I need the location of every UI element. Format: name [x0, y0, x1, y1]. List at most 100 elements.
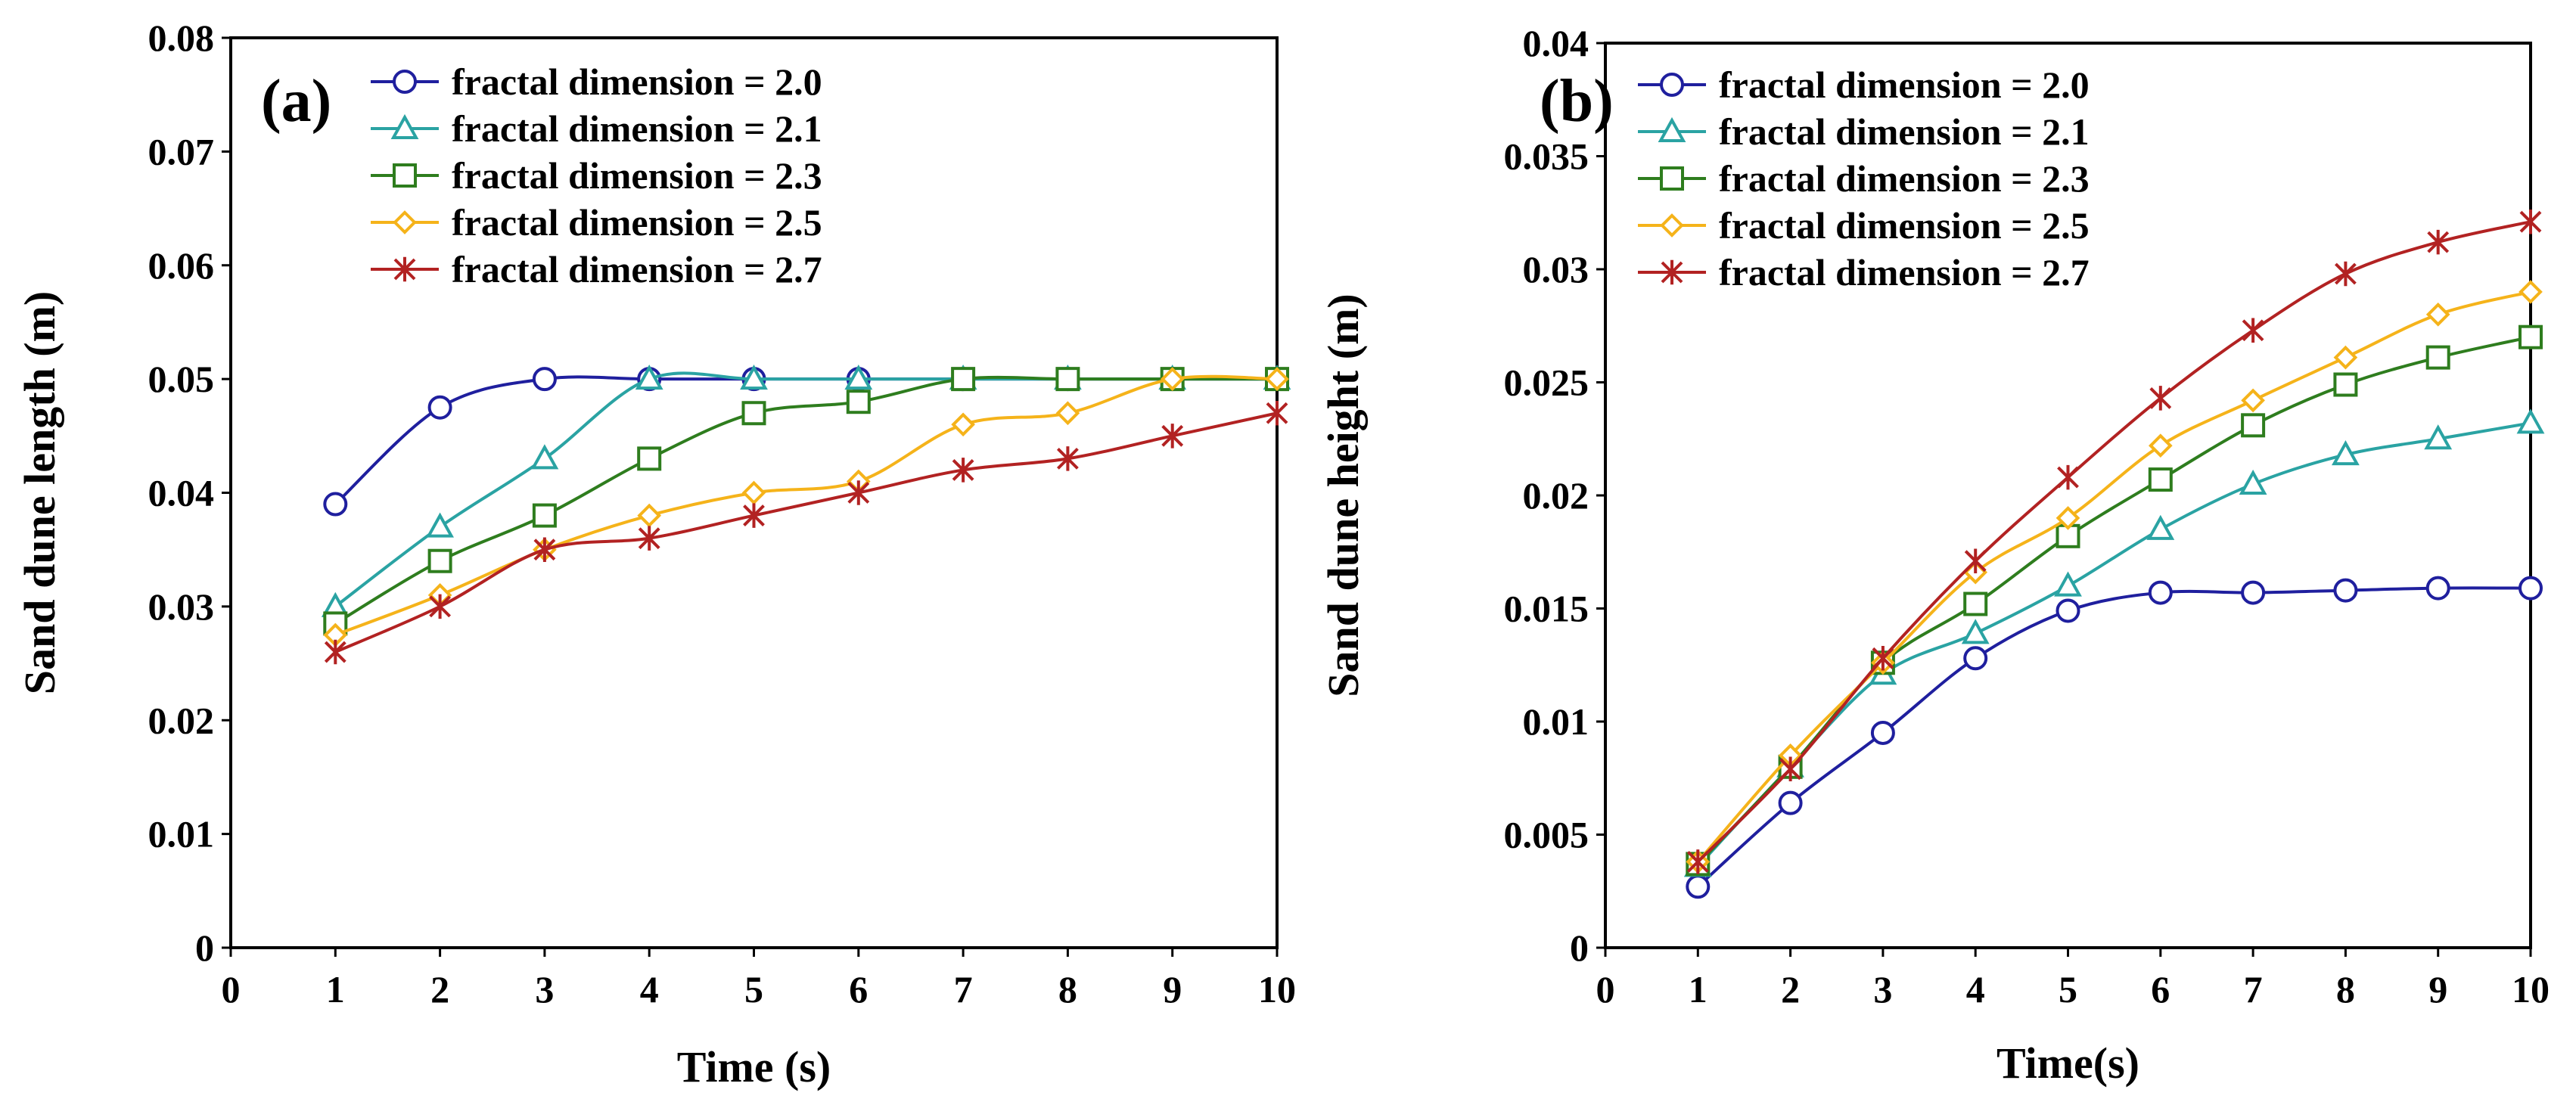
- x-tick-label: 1: [326, 968, 345, 1010]
- data-point: [638, 526, 660, 551]
- legend-marker: [1660, 166, 1684, 191]
- data-point: [637, 503, 662, 528]
- legend-entry: fractal dimension = 2.1: [371, 107, 822, 150]
- data-point: [2241, 580, 2266, 605]
- series-line: [1696, 586, 2531, 888]
- series-2: [1686, 324, 2543, 877]
- legend-label: fractal dimension = 2.3: [452, 154, 822, 197]
- data-point: [2424, 424, 2453, 450]
- data-point: [1872, 646, 1894, 671]
- legend-entry: fractal dimension = 2.3: [1638, 157, 2090, 200]
- data-point: [426, 512, 454, 538]
- x-tick-label: 6: [849, 968, 868, 1010]
- data-point: [1963, 591, 1988, 616]
- legend-label: fractal dimension = 2.0: [452, 61, 822, 103]
- data-point: [952, 458, 974, 483]
- data-point: [2241, 413, 2266, 438]
- y-tick-label: 0.04: [1523, 22, 1589, 64]
- y-tick-label: 0.02: [1523, 474, 1589, 517]
- legend-marker: [390, 113, 419, 139]
- data-point: [533, 537, 556, 562]
- y-tick-label: 0.03: [1523, 248, 1589, 290]
- data-point: [740, 365, 768, 390]
- y-tick-label: 0.01: [1523, 700, 1589, 743]
- data-point: [846, 390, 871, 414]
- data-point: [1778, 790, 1803, 815]
- data-point: [635, 365, 663, 390]
- x-tick-label: 4: [1966, 968, 1985, 1010]
- series-line: [1696, 421, 2531, 868]
- data-point: [1265, 367, 1289, 391]
- series-0: [1686, 576, 2543, 899]
- x-tick-label: 9: [2428, 968, 2447, 1010]
- legend-entry: fractal dimension = 2.7: [371, 248, 822, 290]
- data-point: [427, 548, 452, 573]
- legend-label: fractal dimension = 2.7: [1719, 251, 2090, 293]
- data-point: [2333, 345, 2358, 370]
- series-2: [323, 367, 1289, 636]
- legend-marker: [393, 210, 417, 234]
- x-tick-label: 10: [2512, 968, 2550, 1010]
- data-point: [2146, 514, 2175, 540]
- series-line: [334, 375, 1277, 506]
- legend-marker: [1661, 259, 1683, 285]
- data-point: [2241, 388, 2265, 413]
- data-point: [2519, 280, 2543, 304]
- panel-a: 0 1 2 3 4 5 6 7 8 9 10 0 0.01 0.02 0.03 0.04 0.05 0.06 0.0…: [15, 17, 1296, 1091]
- data-point: [2334, 261, 2357, 287]
- x-tick-label: 7: [2244, 968, 2263, 1010]
- y-tick-label: 0.06: [148, 244, 215, 287]
- legend-marker: [393, 163, 417, 188]
- x-tick-label: 0: [222, 968, 241, 1010]
- x-tick-label: 10: [1258, 968, 1296, 1010]
- series-line: [334, 374, 1278, 637]
- data-point: [2148, 580, 2173, 605]
- legend-entry: fractal dimension = 2.5: [371, 201, 822, 244]
- data-point: [2056, 506, 2080, 530]
- y-axis-title: Sand dune length (m): [15, 291, 64, 694]
- data-point: [2148, 433, 2173, 458]
- data-point: [1779, 756, 1802, 782]
- x-tick-label: 3: [1873, 968, 1892, 1010]
- legend-label: fractal dimension = 2.7: [452, 248, 822, 290]
- y-tick-label: 0.005: [1504, 814, 1589, 856]
- data-point: [743, 503, 765, 528]
- y-tick-label: 0.025: [1504, 362, 1589, 404]
- legend-entry: fractal dimension = 2.0: [1638, 64, 2090, 106]
- series-line: [334, 375, 1277, 626]
- data-point: [2516, 408, 2545, 434]
- x-tick-label: 5: [744, 968, 763, 1010]
- data-point: [1963, 646, 1988, 671]
- x-tick-label: 1: [1689, 968, 1707, 1010]
- data-point: [427, 395, 452, 420]
- legend-label: fractal dimension = 2.5: [452, 201, 822, 244]
- x-tick-label: 6: [2151, 968, 2170, 1010]
- x-tick-label: 3: [535, 968, 554, 1010]
- data-point: [1266, 400, 1288, 426]
- data-point: [2519, 209, 2542, 234]
- data-point: [844, 365, 873, 390]
- legend-label: fractal dimension = 2.0: [1719, 64, 2090, 106]
- legend-entry: fractal dimension = 2.5: [1638, 204, 2090, 247]
- data-point: [2333, 372, 2358, 397]
- legend-label: fractal dimension = 2.1: [1719, 110, 2090, 153]
- y-tick-label: 0.01: [148, 813, 215, 855]
- panel-b: 0 1 2 3 4 5 6 7 8 9 10 0 0.005 0.01 0.015 0.02 0.025 0.03…: [1319, 22, 2550, 1088]
- x-tick-label: 2: [1781, 968, 1800, 1010]
- data-point: [1961, 619, 1990, 644]
- data-point: [637, 446, 662, 471]
- x-tick-label: 5: [2059, 968, 2077, 1010]
- series-4: [1686, 209, 2542, 874]
- data-point: [2148, 467, 2173, 492]
- data-point: [1686, 874, 1711, 899]
- x-tick-label: 0: [1596, 968, 1615, 1010]
- legend-label: fractal dimension = 2.1: [452, 107, 822, 150]
- legend-marker: [1658, 116, 1686, 142]
- data-point: [532, 503, 557, 528]
- legend-entry: fractal dimension = 2.1: [1638, 110, 2090, 153]
- legend-marker: [393, 256, 416, 282]
- series-line: [1696, 290, 2531, 863]
- panel-label: (a): [261, 68, 331, 135]
- data-point: [741, 480, 766, 505]
